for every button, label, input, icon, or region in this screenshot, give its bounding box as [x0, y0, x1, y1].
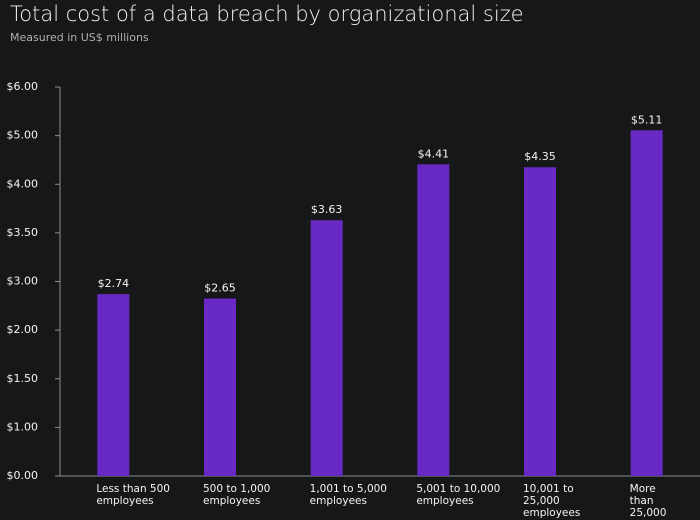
value-label: $4.41 [418, 147, 450, 160]
y-tick-label: $5.00 [7, 129, 39, 142]
x-tick-label: 500 to 1,000 employees [203, 483, 271, 507]
x-tick-label: 1,001 to 5,000 employees [309, 483, 387, 507]
bar [417, 164, 450, 476]
x-tick-label: 10,001 to 25,000 employees [523, 483, 581, 519]
value-label: $3.63 [311, 203, 343, 216]
x-tick-label: Less than 500 employees [96, 483, 170, 507]
y-tick-label: $3.50 [7, 226, 39, 239]
bar [630, 130, 663, 476]
bar [310, 220, 343, 476]
chart-title: Total cost of a data breach by organizat… [10, 2, 524, 26]
y-tick-label: $2.00 [7, 323, 39, 336]
value-label: $4.35 [524, 150, 556, 163]
x-tick-label: More than 25,000 employees [629, 483, 687, 520]
value-label: $2.74 [98, 277, 130, 290]
x-tick-label: 5,001 to 10,000 employees [416, 483, 501, 507]
y-tick-label: $1.50 [7, 372, 39, 385]
y-tick-label: $1.00 [7, 420, 39, 433]
y-tick-label: $0.00 [7, 469, 39, 482]
value-label: $5.11 [631, 113, 663, 126]
value-label: $2.65 [204, 282, 236, 295]
y-tick-label: $6.00 [7, 80, 39, 93]
bar [97, 294, 130, 476]
bar [524, 167, 556, 476]
y-tick-label: $4.00 [7, 177, 39, 190]
chart-subtitle: Measured in US$ millions [10, 31, 149, 44]
y-tick-label: $3.00 [7, 275, 39, 288]
bar [204, 298, 236, 476]
